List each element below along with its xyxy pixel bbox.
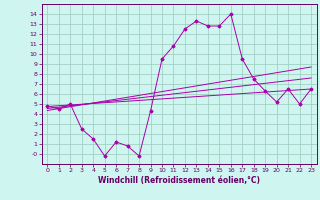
X-axis label: Windchill (Refroidissement éolien,°C): Windchill (Refroidissement éolien,°C) — [98, 176, 260, 185]
